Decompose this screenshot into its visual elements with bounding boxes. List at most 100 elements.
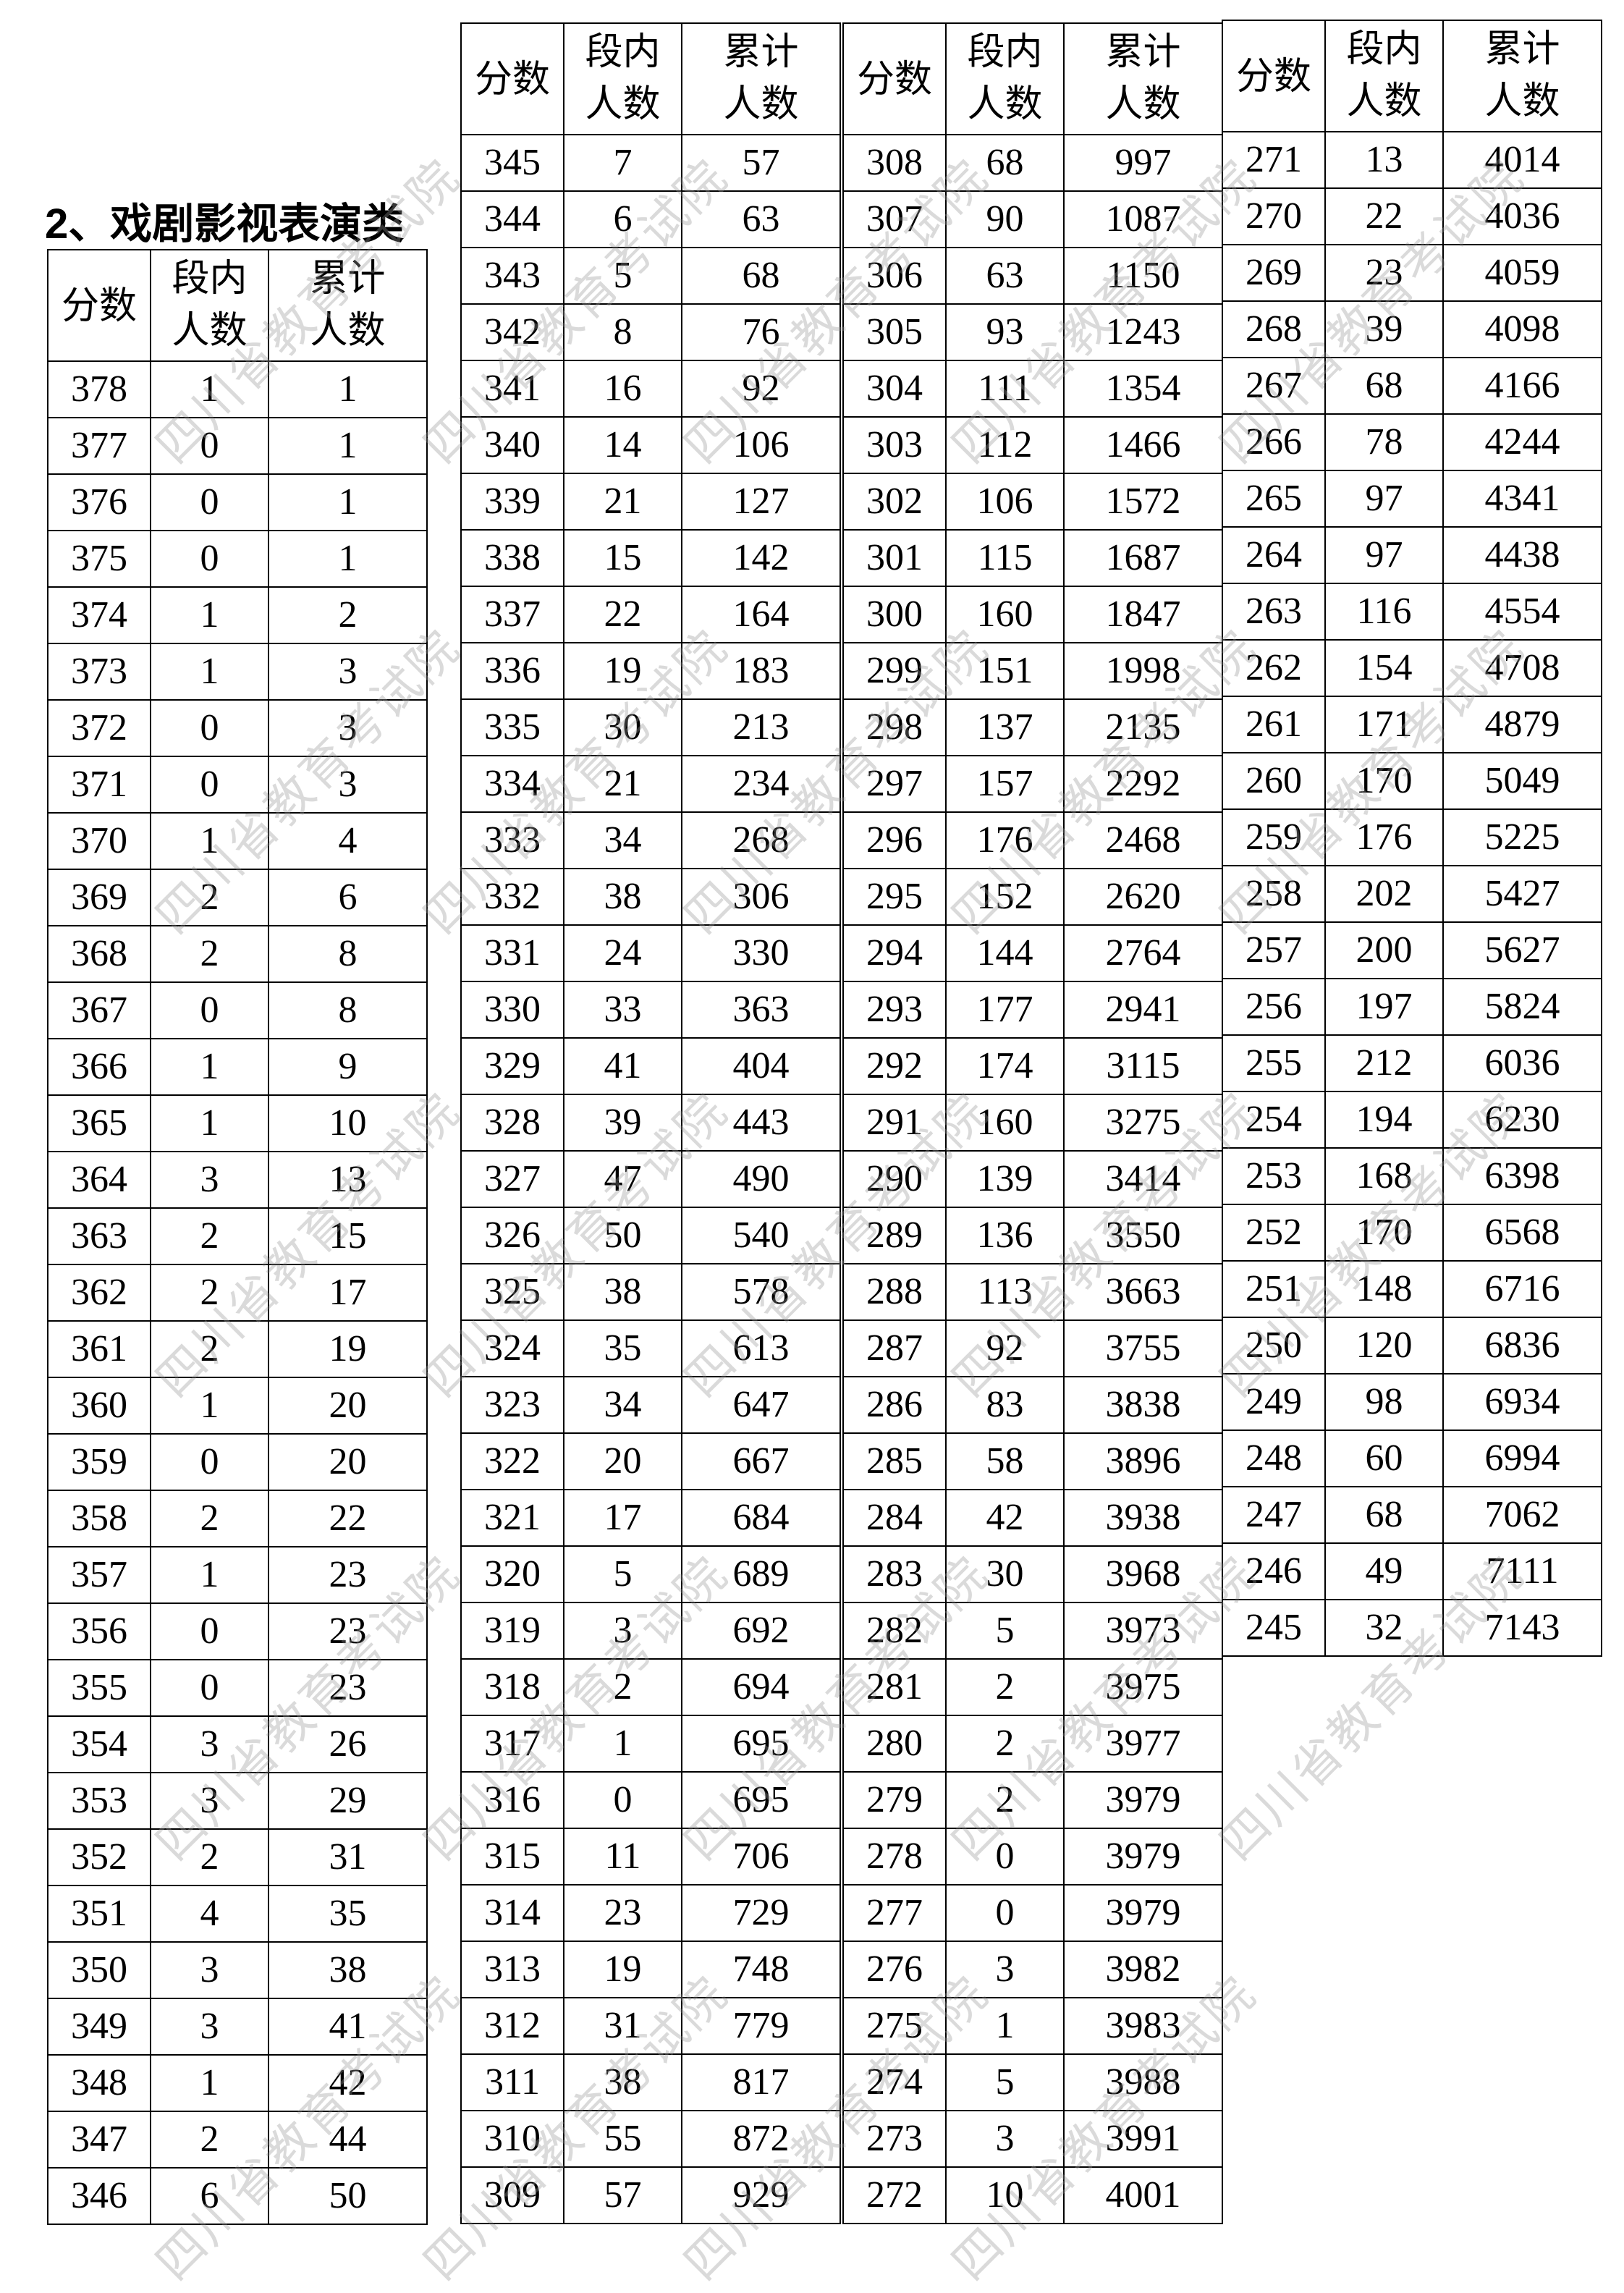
segment-count-cell: 2 bbox=[150, 1828, 269, 1886]
score-cell: 318 bbox=[460, 1658, 564, 1716]
table-row: 376 0 1 bbox=[47, 473, 428, 531]
cumulative-count-cell: 779 bbox=[681, 1997, 841, 2055]
score-cell: 316 bbox=[460, 1771, 564, 1829]
table-row: 350 3 38 bbox=[47, 1941, 428, 1999]
segment-count-cell: 39 bbox=[563, 1094, 682, 1152]
table-row: 290 139 3414 bbox=[842, 1150, 1223, 1208]
segment-count-cell: 7 bbox=[563, 134, 682, 192]
table-row: 296 176 2468 bbox=[842, 811, 1223, 869]
cumulative-count-cell: 68 bbox=[681, 247, 841, 305]
segment-count-cell: 2 bbox=[150, 869, 269, 926]
cumulative-count-cell: 268 bbox=[681, 811, 841, 869]
table-row: 358 2 22 bbox=[47, 1490, 428, 1547]
score-cell: 317 bbox=[460, 1715, 564, 1773]
table-row: 271 13 4014 bbox=[1222, 131, 1602, 189]
cumulative-count-cell: 1687 bbox=[1063, 529, 1223, 587]
table-row: 356 0 23 bbox=[47, 1602, 428, 1660]
segment-count-cell: 49 bbox=[1324, 1542, 1444, 1600]
cumulative-count-cell: 76 bbox=[681, 303, 841, 361]
cumulative-count-cell: 695 bbox=[681, 1715, 841, 1773]
cumulative-count-cell: 6716 bbox=[1442, 1260, 1602, 1318]
score-cell: 344 bbox=[460, 190, 564, 248]
table-row: 335 30 213 bbox=[460, 698, 841, 756]
table-row: 330 33 363 bbox=[460, 981, 841, 1039]
score-cell: 325 bbox=[460, 1263, 564, 1321]
segment-count-cell: 2 bbox=[150, 1207, 269, 1265]
table-row: 248 60 6994 bbox=[1222, 1430, 1602, 1487]
score-cell: 332 bbox=[460, 868, 564, 926]
segment-count-cell: 212 bbox=[1324, 1034, 1444, 1092]
segment-count-cell: 41 bbox=[563, 1037, 682, 1095]
table-row: 372 0 3 bbox=[47, 699, 428, 757]
segment-count-cell: 92 bbox=[945, 1319, 1065, 1377]
segment-count-cell: 34 bbox=[563, 811, 682, 869]
segment-count-cell: 3 bbox=[150, 1941, 269, 1999]
segment-count-cell: 21 bbox=[563, 473, 682, 531]
score-cell: 304 bbox=[842, 360, 947, 418]
segment-count-cell: 0 bbox=[563, 1771, 682, 1829]
cumulative-count-cell: 29 bbox=[268, 1772, 428, 1830]
segment-count-cell: 171 bbox=[1324, 696, 1444, 753]
score-header: 分数 bbox=[842, 22, 947, 135]
score-cell: 286 bbox=[842, 1376, 947, 1434]
score-header: 分数 bbox=[1222, 20, 1326, 132]
cumulative-count-cell: 23 bbox=[268, 1602, 428, 1660]
score-cell: 251 bbox=[1222, 1260, 1326, 1318]
score-cell: 281 bbox=[842, 1658, 947, 1716]
segment-count-cell: 10 bbox=[945, 2166, 1065, 2224]
cumulative-count-cell: 4244 bbox=[1442, 413, 1602, 471]
score-cell: 372 bbox=[47, 699, 151, 757]
cumulative-count-cell: 689 bbox=[681, 1545, 841, 1603]
score-cell: 346 bbox=[47, 2167, 151, 2225]
segment-count-cell: 3 bbox=[150, 1772, 269, 1830]
score-cell: 329 bbox=[460, 1037, 564, 1095]
score-cell: 272 bbox=[842, 2166, 947, 2224]
segment-count-cell: 2 bbox=[150, 1264, 269, 1322]
cumulative-count-cell: 3 bbox=[268, 643, 428, 701]
segment-count-cell: 176 bbox=[1324, 808, 1444, 866]
segment-count-cell: 112 bbox=[945, 416, 1065, 474]
cumulative-count-cell: 3414 bbox=[1063, 1150, 1223, 1208]
table-row: 359 0 20 bbox=[47, 1433, 428, 1491]
score-cell: 270 bbox=[1222, 187, 1326, 245]
segment-count-cell: 3 bbox=[945, 1941, 1065, 1998]
cumulative-count-cell: 4 bbox=[268, 812, 428, 870]
segment-count-cell: 200 bbox=[1324, 921, 1444, 979]
segment-count-cell: 19 bbox=[563, 1941, 682, 1998]
table-row: 294 144 2764 bbox=[842, 924, 1223, 982]
segment-count-cell: 1 bbox=[150, 812, 269, 870]
segment-count-cell: 197 bbox=[1324, 978, 1444, 1036]
cumulative-count-cell: 1 bbox=[268, 360, 428, 418]
segment-count-cell: 0 bbox=[150, 1659, 269, 1717]
segment-count-cell: 176 bbox=[945, 811, 1065, 869]
segment-count-cell: 137 bbox=[945, 698, 1065, 756]
cumulative-count-cell: 106 bbox=[681, 416, 841, 474]
table-row: 355 0 23 bbox=[47, 1659, 428, 1717]
segment-count-cell: 1 bbox=[150, 1038, 269, 1096]
cumulative-count-cell: 3983 bbox=[1063, 1997, 1223, 2055]
table-row: 291 160 3275 bbox=[842, 1094, 1223, 1152]
cumulative-count-cell: 330 bbox=[681, 924, 841, 982]
table-row: 250 120 6836 bbox=[1222, 1317, 1602, 1374]
segment-count-cell: 24 bbox=[563, 924, 682, 982]
cumulative-count-cell: 2764 bbox=[1063, 924, 1223, 982]
cumulative-count-cell: 22 bbox=[268, 1490, 428, 1547]
score-header-label: 分数 bbox=[856, 59, 932, 101]
score-cell: 342 bbox=[460, 303, 564, 361]
table-row: 343 5 68 bbox=[460, 247, 841, 305]
table-row: 260 170 5049 bbox=[1222, 752, 1602, 810]
table-row: 315 11 706 bbox=[460, 1828, 841, 1886]
table-row: 264 97 4438 bbox=[1222, 526, 1602, 584]
cumulative-count-cell: 4036 bbox=[1442, 187, 1602, 245]
score-table-3: 分数 段内人数 累计人数 308 68 997 307 90 1087 306 63 1150 305 9… bbox=[842, 22, 1223, 2224]
score-cell: 347 bbox=[47, 2111, 151, 2169]
cumulative-count-cell: 2620 bbox=[1063, 868, 1223, 926]
cumulative-count-cell: 2468 bbox=[1063, 811, 1223, 869]
cumulative-count-cell: 578 bbox=[681, 1263, 841, 1321]
cumulative-count-header: 累计人数 bbox=[268, 249, 428, 362]
table-row: 292 174 3115 bbox=[842, 1037, 1223, 1095]
score-cell: 371 bbox=[47, 756, 151, 814]
table-row: 365 1 10 bbox=[47, 1094, 428, 1152]
segment-count-cell: 2 bbox=[150, 925, 269, 983]
cumulative-count-cell: 183 bbox=[681, 642, 841, 700]
